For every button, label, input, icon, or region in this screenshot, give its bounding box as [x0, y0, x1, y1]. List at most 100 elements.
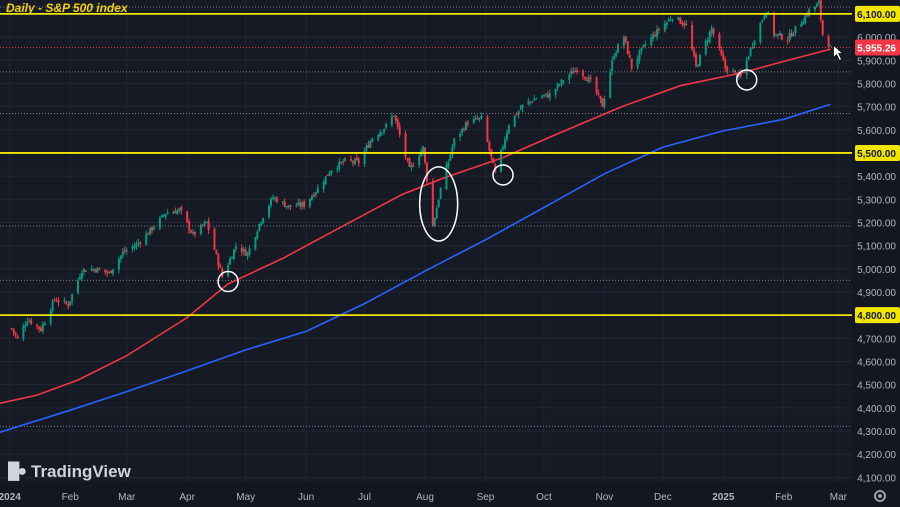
candle-body: [367, 144, 370, 148]
candle-body: [464, 122, 467, 131]
candle-body: [14, 332, 17, 335]
candle-body: [94, 269, 97, 272]
candle-body: [652, 34, 655, 39]
candle-body: [813, 6, 816, 10]
y-tick-label: 4,400.00: [857, 404, 896, 415]
level-price-label: 5,500.00: [857, 149, 896, 160]
candle-body: [149, 227, 152, 235]
candle-body: [671, 19, 674, 21]
settings-gear-icon[interactable]: [874, 490, 886, 502]
candle-body: [49, 310, 52, 324]
candle-body: [164, 214, 167, 217]
candle-body: [597, 93, 600, 95]
candle-body: [753, 40, 756, 46]
candle-body: [363, 151, 366, 164]
candle-body: [827, 36, 830, 48]
level-price-label: 4,800.00: [857, 311, 896, 322]
candle-body: [135, 243, 138, 247]
tradingview-logo-icon: █●: [8, 463, 27, 480]
candle-body: [654, 34, 657, 37]
candle-body: [677, 17, 680, 21]
candle-body: [790, 32, 793, 37]
candle-body: [215, 250, 218, 254]
candle-body: [507, 125, 510, 134]
price-axis: [852, 0, 900, 507]
y-tick-label: 5,600.00: [857, 126, 896, 137]
candle-body: [804, 15, 807, 24]
candle-body: [595, 77, 598, 94]
candle-body: [480, 115, 483, 119]
candle-body: [474, 117, 477, 119]
candle-body: [404, 133, 407, 157]
candle-body: [515, 113, 518, 116]
candle-body: [41, 324, 44, 332]
candle-body: [492, 157, 495, 164]
candle-body: [10, 328, 13, 330]
x-tick-label: May: [236, 492, 255, 503]
candle-body: [283, 201, 286, 207]
candle-body: [788, 32, 791, 40]
candle-body: [357, 159, 360, 164]
candle-body: [554, 88, 557, 95]
candle-body: [613, 56, 616, 60]
candle-body: [28, 321, 31, 323]
candle-body: [256, 232, 259, 239]
candle-body: [312, 194, 315, 197]
candle-body: [246, 253, 249, 257]
y-tick-label: 5,800.00: [857, 79, 896, 90]
y-tick-label: 5,900.00: [857, 56, 896, 67]
y-tick-label: 5,200.00: [857, 218, 896, 229]
y-tick-label: 5,700.00: [857, 103, 896, 114]
candle-body: [802, 22, 805, 25]
candle-body: [734, 70, 737, 72]
candle-body: [262, 218, 265, 223]
candle-body: [342, 161, 345, 163]
candle-body: [478, 117, 481, 120]
candle-body: [240, 247, 243, 253]
x-tick-label: Nov: [595, 492, 613, 503]
candle-body: [792, 34, 795, 36]
candle-body: [326, 174, 329, 176]
candle-body: [123, 250, 126, 252]
candle-body: [176, 210, 179, 214]
candle-body: [622, 37, 625, 46]
candle-body: [338, 161, 341, 170]
candle-body: [82, 268, 85, 272]
candle-body: [84, 270, 87, 272]
candle-body: [609, 71, 612, 98]
candle-body: [617, 44, 620, 53]
candle-body: [63, 300, 66, 302]
candle-body: [439, 188, 442, 199]
candle-body: [355, 157, 358, 160]
candle-body: [53, 299, 56, 301]
candle-body: [232, 249, 235, 260]
candle-body: [505, 132, 508, 140]
candle-body: [558, 84, 561, 86]
candle-body: [365, 145, 368, 151]
candle-body: [299, 202, 302, 207]
candle-body: [205, 221, 208, 223]
x-tick-label: Jun: [298, 492, 314, 503]
candle-body: [180, 206, 183, 211]
candle-body: [424, 147, 427, 163]
y-tick-label: 5,000.00: [857, 265, 896, 276]
candle-body: [513, 115, 516, 127]
candle-body: [449, 154, 452, 161]
candle-body: [544, 93, 547, 95]
candle-body: [656, 29, 659, 38]
candle-body: [806, 14, 809, 16]
candle-body: [406, 158, 409, 160]
candle-body: [254, 237, 257, 250]
candle-body: [445, 165, 448, 190]
candle-body: [229, 258, 232, 265]
annotation-circle: [492, 164, 514, 186]
candle-body: [270, 198, 273, 206]
candle-body: [69, 301, 72, 305]
candle-body: [763, 16, 766, 19]
candle-body: [535, 98, 538, 100]
candle-body: [683, 23, 686, 26]
candle-body: [287, 205, 290, 207]
candle-body: [147, 233, 150, 235]
candle-body: [396, 119, 399, 127]
